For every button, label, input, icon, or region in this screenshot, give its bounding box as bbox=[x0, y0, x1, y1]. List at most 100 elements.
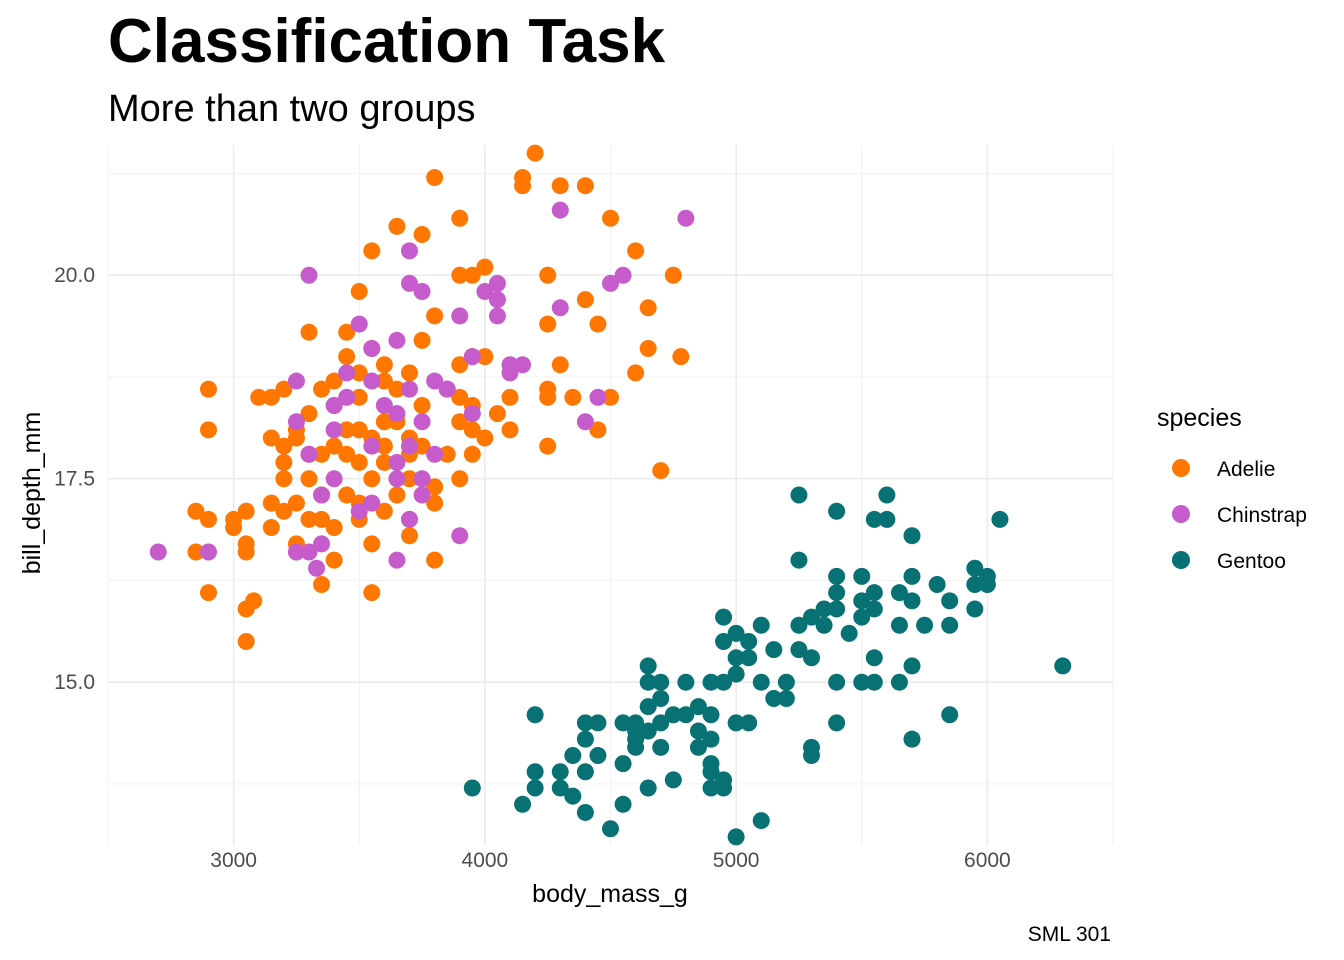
point-gentoo bbox=[828, 502, 846, 520]
legend-label-chinstrap: Chinstrap bbox=[1217, 504, 1307, 527]
point-adelie bbox=[488, 405, 506, 423]
point-chinstrap bbox=[426, 372, 444, 390]
point-chinstrap bbox=[551, 201, 569, 219]
point-gentoo bbox=[727, 828, 745, 846]
point-adelie bbox=[426, 494, 444, 512]
point-adelie bbox=[300, 323, 318, 341]
point-adelie bbox=[551, 177, 569, 195]
point-adelie bbox=[576, 177, 594, 195]
point-adelie bbox=[262, 388, 280, 406]
legend-label-adelie: Adelie bbox=[1217, 458, 1275, 481]
point-adelie bbox=[200, 380, 217, 398]
point-gentoo bbox=[840, 624, 858, 642]
point-adelie bbox=[451, 413, 469, 431]
point-gentoo bbox=[803, 649, 820, 667]
point-adelie bbox=[313, 510, 331, 528]
legend-label-gentoo: Gentoo bbox=[1217, 550, 1286, 573]
point-adelie bbox=[672, 348, 690, 366]
chart-caption: SML 301 bbox=[1028, 923, 1111, 946]
point-adelie bbox=[551, 356, 569, 374]
point-gentoo bbox=[777, 673, 795, 691]
point-adelie bbox=[539, 388, 557, 406]
point-gentoo bbox=[853, 567, 871, 585]
y-axis-title: bill_depth_mm bbox=[18, 412, 46, 575]
x-tick-label: 5000 bbox=[713, 849, 760, 872]
point-gentoo bbox=[689, 698, 707, 716]
point-gentoo bbox=[677, 673, 695, 691]
point-adelie bbox=[463, 421, 481, 439]
point-adelie bbox=[200, 421, 217, 439]
point-chinstrap bbox=[463, 348, 481, 366]
point-gentoo bbox=[815, 616, 833, 634]
point-gentoo bbox=[828, 567, 846, 585]
point-adelie bbox=[262, 519, 280, 537]
point-chinstrap bbox=[300, 266, 318, 284]
point-adelie bbox=[413, 396, 431, 414]
point-gentoo bbox=[589, 746, 607, 764]
point-gentoo bbox=[865, 649, 883, 667]
legend: species Adelie Chinstrap Gentoo bbox=[1157, 404, 1307, 573]
point-adelie bbox=[325, 519, 343, 537]
point-adelie bbox=[501, 388, 519, 406]
point-chinstrap bbox=[287, 372, 305, 390]
point-adelie bbox=[388, 486, 406, 504]
point-adelie bbox=[463, 445, 481, 463]
point-gentoo bbox=[878, 510, 896, 528]
point-adelie bbox=[363, 535, 381, 553]
point-adelie bbox=[388, 217, 406, 235]
point-chinstrap bbox=[388, 551, 406, 569]
point-adelie bbox=[325, 551, 343, 569]
point-adelie bbox=[187, 543, 205, 561]
point-adelie bbox=[300, 470, 318, 488]
point-adelie bbox=[375, 356, 393, 374]
point-chinstrap bbox=[287, 413, 305, 431]
point-adelie bbox=[413, 437, 431, 455]
point-chinstrap bbox=[350, 502, 368, 520]
point-adelie bbox=[262, 494, 280, 512]
point-adelie bbox=[300, 405, 318, 423]
point-adelie bbox=[287, 494, 305, 512]
point-chinstrap bbox=[363, 437, 381, 455]
y-axis-ticks: 15.0 17.5 20.0 bbox=[54, 264, 95, 694]
point-gentoo bbox=[551, 779, 569, 797]
point-adelie bbox=[237, 502, 255, 520]
point-adelie bbox=[200, 584, 217, 602]
point-adelie bbox=[438, 445, 456, 463]
point-adelie bbox=[275, 502, 293, 520]
point-adelie bbox=[576, 291, 594, 309]
point-gentoo bbox=[664, 706, 682, 724]
point-adelie bbox=[652, 462, 670, 480]
point-gentoo bbox=[589, 714, 607, 732]
data-points bbox=[149, 144, 1072, 846]
y-tick-label: 20.0 bbox=[54, 264, 95, 287]
point-gentoo bbox=[828, 714, 846, 732]
point-gentoo bbox=[639, 698, 657, 716]
point-adelie bbox=[463, 266, 481, 284]
point-gentoo bbox=[614, 755, 632, 773]
point-adelie bbox=[627, 242, 645, 260]
x-axis-ticks: 3000 4000 5000 6000 bbox=[210, 849, 1010, 872]
point-adelie bbox=[275, 470, 293, 488]
point-gentoo bbox=[576, 714, 594, 732]
point-chinstrap bbox=[413, 283, 431, 301]
point-chinstrap bbox=[413, 486, 431, 504]
point-adelie bbox=[200, 510, 217, 528]
point-chinstrap bbox=[363, 372, 381, 390]
point-chinstrap bbox=[308, 559, 326, 577]
point-gentoo bbox=[702, 706, 720, 724]
point-gentoo bbox=[828, 584, 846, 602]
point-adelie bbox=[338, 421, 356, 439]
point-chinstrap bbox=[589, 388, 607, 406]
plot-grid bbox=[107, 145, 1114, 845]
legend-items: Adelie Chinstrap Gentoo bbox=[1172, 458, 1307, 573]
point-adelie bbox=[451, 209, 469, 227]
point-adelie bbox=[237, 543, 255, 561]
point-gentoo bbox=[916, 616, 934, 634]
point-chinstrap bbox=[325, 421, 343, 439]
point-gentoo bbox=[966, 600, 984, 618]
point-gentoo bbox=[853, 608, 871, 626]
point-gentoo bbox=[702, 779, 720, 797]
point-gentoo bbox=[740, 633, 758, 651]
point-gentoo bbox=[865, 510, 883, 528]
point-chinstrap bbox=[401, 380, 418, 398]
